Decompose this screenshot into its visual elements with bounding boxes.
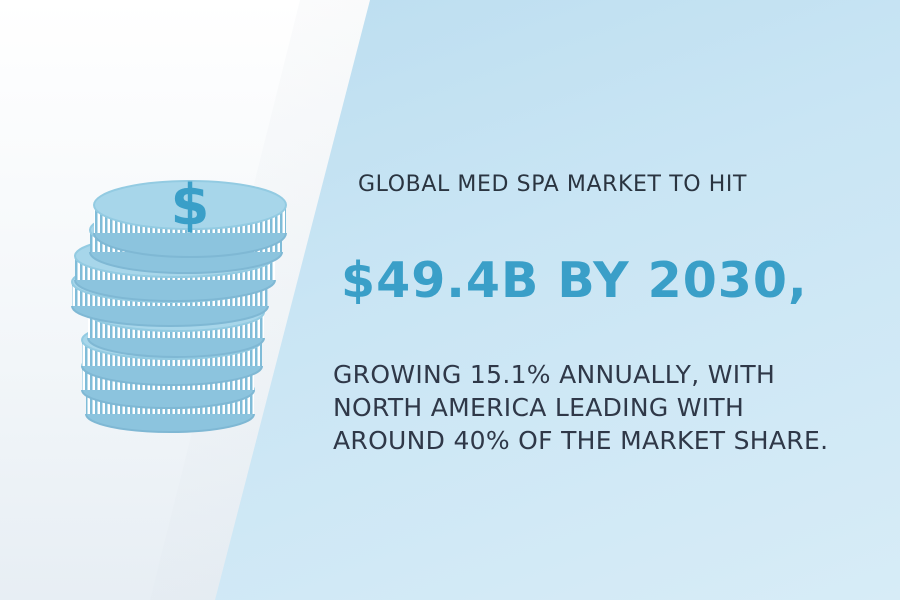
coin <box>93 180 287 258</box>
body-text: GROWING 15.1% ANNUALLY, WITH NORTH AMERI… <box>333 360 829 455</box>
dollar-sign-icon: $ <box>171 173 210 238</box>
headline: GLOBAL MED SPA MARKET TO HIT <box>358 172 748 197</box>
highlight-figure: $49.4B BY 2030, <box>341 252 808 309</box>
